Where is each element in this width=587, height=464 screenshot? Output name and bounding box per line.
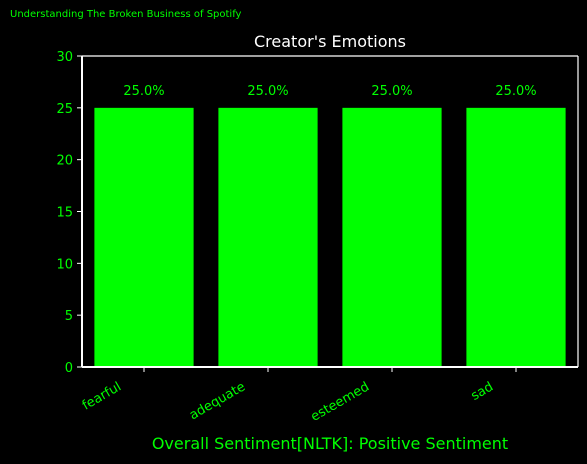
y-tick-label-25: 25 [56, 102, 73, 117]
data-label-fearful: 25.0% [123, 84, 164, 99]
y-tick-label-20: 20 [56, 154, 73, 169]
bar-esteemed [342, 108, 441, 367]
y-tick-label-0: 0 [65, 361, 73, 376]
data-label-sad: 25.0% [495, 84, 536, 99]
data-label-esteemed: 25.0% [371, 84, 412, 99]
x-tick-label-adequate: adequate [187, 379, 248, 423]
x-tick-label-sad: sad [469, 379, 496, 403]
bar-fearful [94, 108, 193, 367]
chart-title: Creator's Emotions [254, 32, 406, 51]
x-tick-label-fearful: fearful [80, 379, 124, 413]
y-tick-label-10: 10 [56, 257, 73, 272]
data-label-adequate: 25.0% [247, 84, 288, 99]
y-tick-label-15: 15 [56, 206, 73, 221]
bar-sad [466, 108, 565, 367]
overall-sentiment-label: Overall Sentiment[NLTK]: Positive Sentim… [0, 434, 587, 453]
plot-area: 25.0% fearful 25.0% adequate 25.0% esteemed 25… [56, 50, 578, 425]
y-tick-label-5: 5 [65, 309, 73, 324]
y-tick-label-30: 30 [56, 50, 73, 65]
bar-adequate [218, 108, 317, 367]
x-tick-label-esteemed: esteemed [308, 379, 372, 424]
